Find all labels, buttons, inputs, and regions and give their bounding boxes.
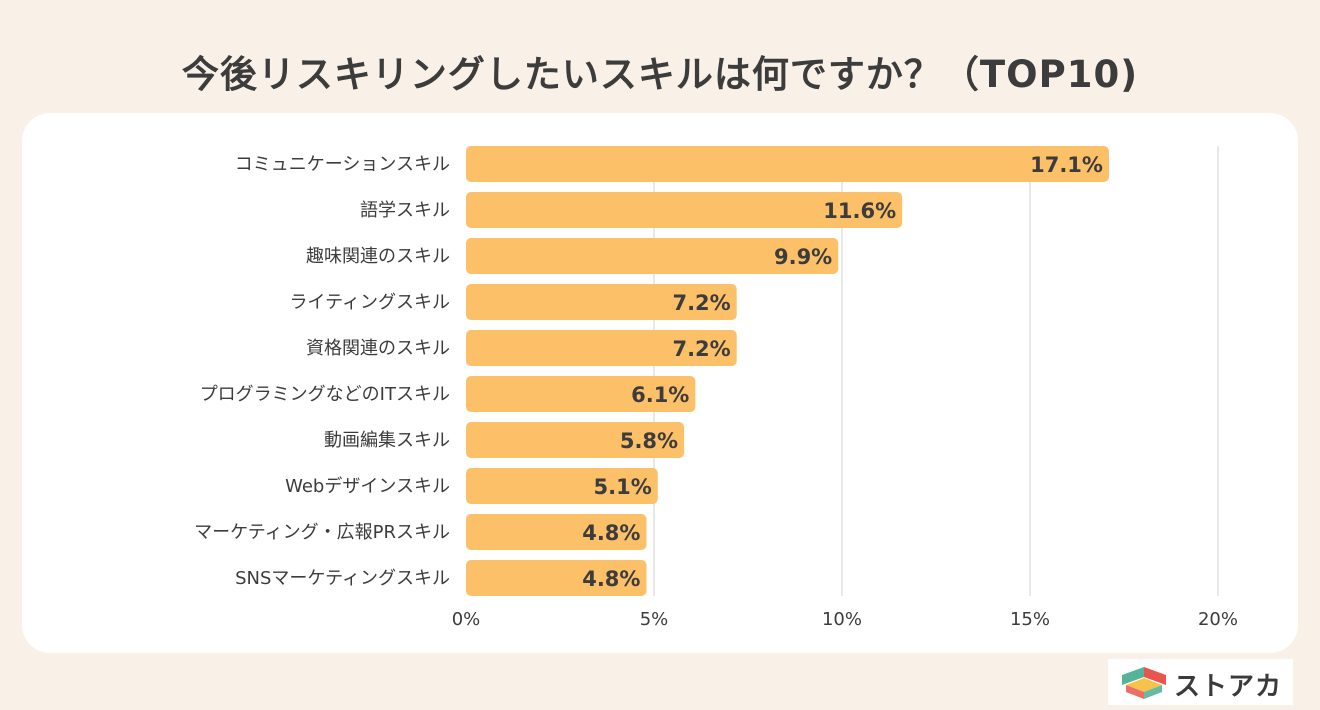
bar <box>466 376 696 412</box>
category-label: 語学スキル <box>360 200 450 221</box>
x-tick-label: 15% <box>1010 609 1050 630</box>
category-label: 趣味関連のスキル <box>306 246 450 267</box>
x-tick-label: 20% <box>1198 609 1238 630</box>
bar <box>466 238 839 274</box>
x-tick-label: 5% <box>640 609 669 630</box>
category-label: 動画編集スキル <box>324 430 450 451</box>
value-label: 5.1% <box>594 475 652 499</box>
value-label: 5.8% <box>620 429 678 453</box>
bar <box>466 192 903 228</box>
x-tick-label: 10% <box>822 609 862 630</box>
category-label: Webデザインスキル <box>285 476 450 497</box>
chart-card: 0% 5% 10% 15% 20% コミュニケーションスキル 17.1% 語学スキル 11.6%… <box>22 113 1298 653</box>
value-label: 7.2% <box>672 337 730 361</box>
category-label: コミュニケーションスキル <box>235 154 450 175</box>
value-label: 6.1% <box>631 383 689 407</box>
brand-logo: ストアカ <box>1108 659 1293 705</box>
bar <box>466 560 647 596</box>
bar <box>466 422 685 458</box>
value-label: 4.8% <box>582 521 640 545</box>
bar <box>466 468 658 504</box>
bar-chart: 0% 5% 10% 15% 20% コミュニケーションスキル 17.1% 語学スキル 11.6%… <box>194 146 1238 630</box>
value-label: 17.1% <box>1030 153 1103 177</box>
value-label: 7.2% <box>672 291 730 315</box>
brand-logo-icon <box>1122 667 1166 699</box>
bar <box>466 330 737 366</box>
category-label: ライティングスキル <box>289 292 450 313</box>
value-label: 9.9% <box>774 245 832 269</box>
page-title: 今後リスキリングしたいスキルは何ですか？（TOP10) <box>181 53 1139 96</box>
category-label: プログラミングなどのITスキル <box>200 384 450 405</box>
value-label: 11.6% <box>823 199 896 223</box>
category-label: マーケティング・広報PRスキル <box>194 522 450 543</box>
x-tick-label: 0% <box>452 609 481 630</box>
category-label: SNSマーケティングスキル <box>235 568 450 589</box>
bar <box>466 514 647 550</box>
value-label: 4.8% <box>582 567 640 591</box>
bar <box>466 146 1109 182</box>
brand-name: ストアカ <box>1174 672 1283 702</box>
category-label: 資格関連のスキル <box>306 338 450 359</box>
bar <box>466 284 737 320</box>
